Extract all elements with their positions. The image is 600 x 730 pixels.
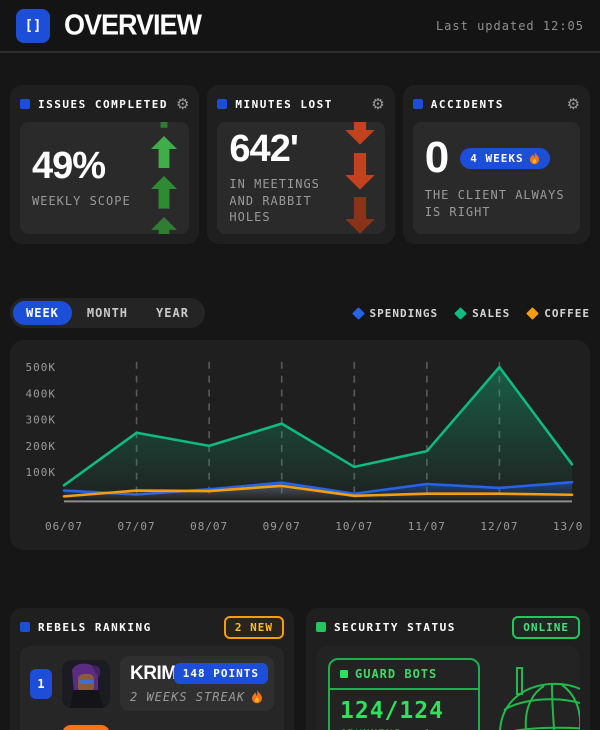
time-range-tabs: WEEK MONTH YEAR [10, 298, 205, 328]
stat-value: 0 [424, 133, 450, 183]
guard-bots-count: 124/124 [340, 698, 444, 724]
gear-icon[interactable]: ⚙ [371, 95, 385, 113]
area-chart-card: 100K 200K 300K 400K 500K 06/07 07/07 08/07 09/07… [10, 340, 590, 550]
stat-caption: THE CLIENT ALWAYS IS RIGHT [424, 188, 565, 220]
list-item[interactable]: 2 MATI @MA [30, 725, 274, 730]
area-chart: 100K 200K 300K 400K 500K 06/07 07/07 08/07 09/07… [26, 361, 582, 533]
svg-text:200K: 200K [26, 440, 56, 453]
blue-square-icon [412, 99, 423, 109]
ranking-title: REBELS RANKING [38, 620, 152, 634]
svg-text:09/07: 09/07 [263, 520, 301, 533]
online-badge: ONLINE [512, 615, 580, 639]
stat-card-accidents: ACCIDENTS ⚙ 0 4 WEEKS THE CLIENT ALWAYS … [402, 85, 591, 244]
stat-caption: WEEKLY SCOPE [32, 193, 131, 208]
chart-controls: WEEK MONTH YEAR SPENDINGS SALES COFFEE [10, 298, 590, 328]
blue-square-icon [20, 99, 30, 109]
guard-bots-status: [RUNNING...] [340, 727, 468, 730]
svg-text:10/07: 10/07 [335, 520, 373, 533]
points-badge: 148 POINTS [173, 663, 268, 684]
green-square-icon [316, 622, 326, 632]
stat-value: 642' [229, 127, 298, 170]
up-arrows-icon [149, 122, 179, 234]
stat-value: 49% [32, 144, 106, 187]
robot-wireframe-icon [492, 658, 580, 730]
stat-caption: IN MEETINGS AND RABBIT HOLES [229, 176, 320, 225]
legend-coffee[interactable]: COFFEE [526, 306, 590, 320]
page-title: OVERVIEW [64, 9, 202, 41]
stat-card-issues: ISSUES COMPLETED ⚙ 49% WEEKLY SCOPE [10, 85, 200, 244]
list-item[interactable]: 1 KRIMSON [30, 656, 274, 711]
diamond-icon [526, 306, 540, 320]
gear-icon[interactable]: ⚙ [566, 95, 581, 113]
gear-icon[interactable]: ⚙ [175, 95, 190, 113]
rank-badge: 1 [30, 668, 52, 699]
streak-text: 2 WEEKS STREAK [130, 690, 264, 704]
legend-spendings[interactable]: SPENDINGS [351, 306, 439, 320]
svg-text:500K: 500K [26, 361, 56, 374]
svg-text:100K: 100K [26, 466, 56, 479]
blue-square-icon [20, 622, 30, 632]
blue-square-icon [217, 99, 228, 109]
stat-title: ISSUES COMPLETED [38, 97, 168, 111]
diamond-icon [351, 306, 365, 320]
stats-row: ISSUES COMPLETED ⚙ 49% WEEKLY SCOPE MINU… [10, 85, 591, 244]
guard-bots-title: GUARD BOTS [355, 667, 438, 681]
rebels-ranking-card: REBELS RANKING 2 NEW 1 [10, 608, 294, 730]
guard-bots-box: GUARD BOTS 124/124 [RUNNING...] [328, 658, 480, 730]
down-arrows-icon [345, 122, 375, 234]
security-status-card: SECURITY STATUS ONLINE GUARD BOTS 124/12… [306, 608, 590, 730]
stat-card-minutes: MINUTES LOST ⚙ 642' IN MEETINGS AND RABB… [207, 85, 395, 244]
avatar [62, 659, 110, 708]
svg-text:400K: 400K [26, 387, 56, 400]
svg-text:07/07: 07/07 [118, 520, 156, 533]
app-header: [] OVERVIEW Last updated 12:05 [0, 0, 600, 53]
diamond-icon [454, 306, 467, 320]
tab-week[interactable]: WEEK [13, 301, 72, 325]
stat-title: MINUTES LOST [235, 97, 333, 111]
green-square-icon [340, 670, 348, 678]
avatar [62, 725, 110, 730]
ranking-list: 1 KRIMSON [20, 646, 284, 730]
streak-badge: 4 WEEKS [460, 147, 550, 169]
fire-icon [529, 151, 539, 164]
chart-legend: SPENDINGS SALES COFFEE [351, 306, 590, 320]
last-updated-text: Last updated 12:05 [435, 18, 584, 33]
tab-month[interactable]: MONTH [74, 301, 141, 325]
svg-text:12/07: 12/07 [480, 520, 518, 533]
svg-text:13/07: 13/07 [553, 520, 582, 533]
tab-year[interactable]: YEAR [143, 301, 202, 325]
svg-text:300K: 300K [26, 414, 56, 427]
security-panel: GUARD BOTS 124/124 [RUNNING...] [316, 646, 580, 730]
stat-title: ACCIDENTS [430, 97, 504, 111]
security-title: SECURITY STATUS [334, 620, 456, 634]
svg-text:08/07: 08/07 [190, 520, 228, 533]
fire-icon [252, 690, 263, 704]
new-count-badge: 2 NEW [223, 615, 284, 639]
svg-text:11/07: 11/07 [408, 520, 446, 533]
app-logo-icon: [] [16, 8, 50, 43]
legend-sales[interactable]: SALES [454, 306, 510, 320]
svg-text:06/07: 06/07 [45, 520, 83, 533]
